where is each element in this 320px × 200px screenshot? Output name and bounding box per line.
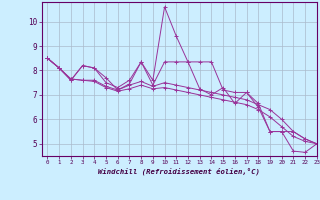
X-axis label: Windchill (Refroidissement éolien,°C): Windchill (Refroidissement éolien,°C) (98, 168, 260, 175)
